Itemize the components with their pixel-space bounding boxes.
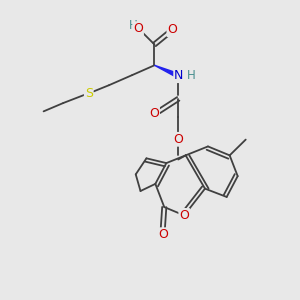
Text: H: H [187, 69, 196, 82]
Text: O: O [158, 228, 168, 241]
Text: O: O [133, 22, 143, 35]
Text: H: H [129, 19, 138, 32]
Text: O: O [173, 133, 183, 146]
Text: N: N [174, 69, 184, 82]
Text: O: O [149, 107, 159, 120]
Text: S: S [85, 87, 93, 100]
Text: O: O [179, 209, 189, 222]
Polygon shape [154, 65, 179, 78]
Text: O: O [167, 23, 177, 36]
